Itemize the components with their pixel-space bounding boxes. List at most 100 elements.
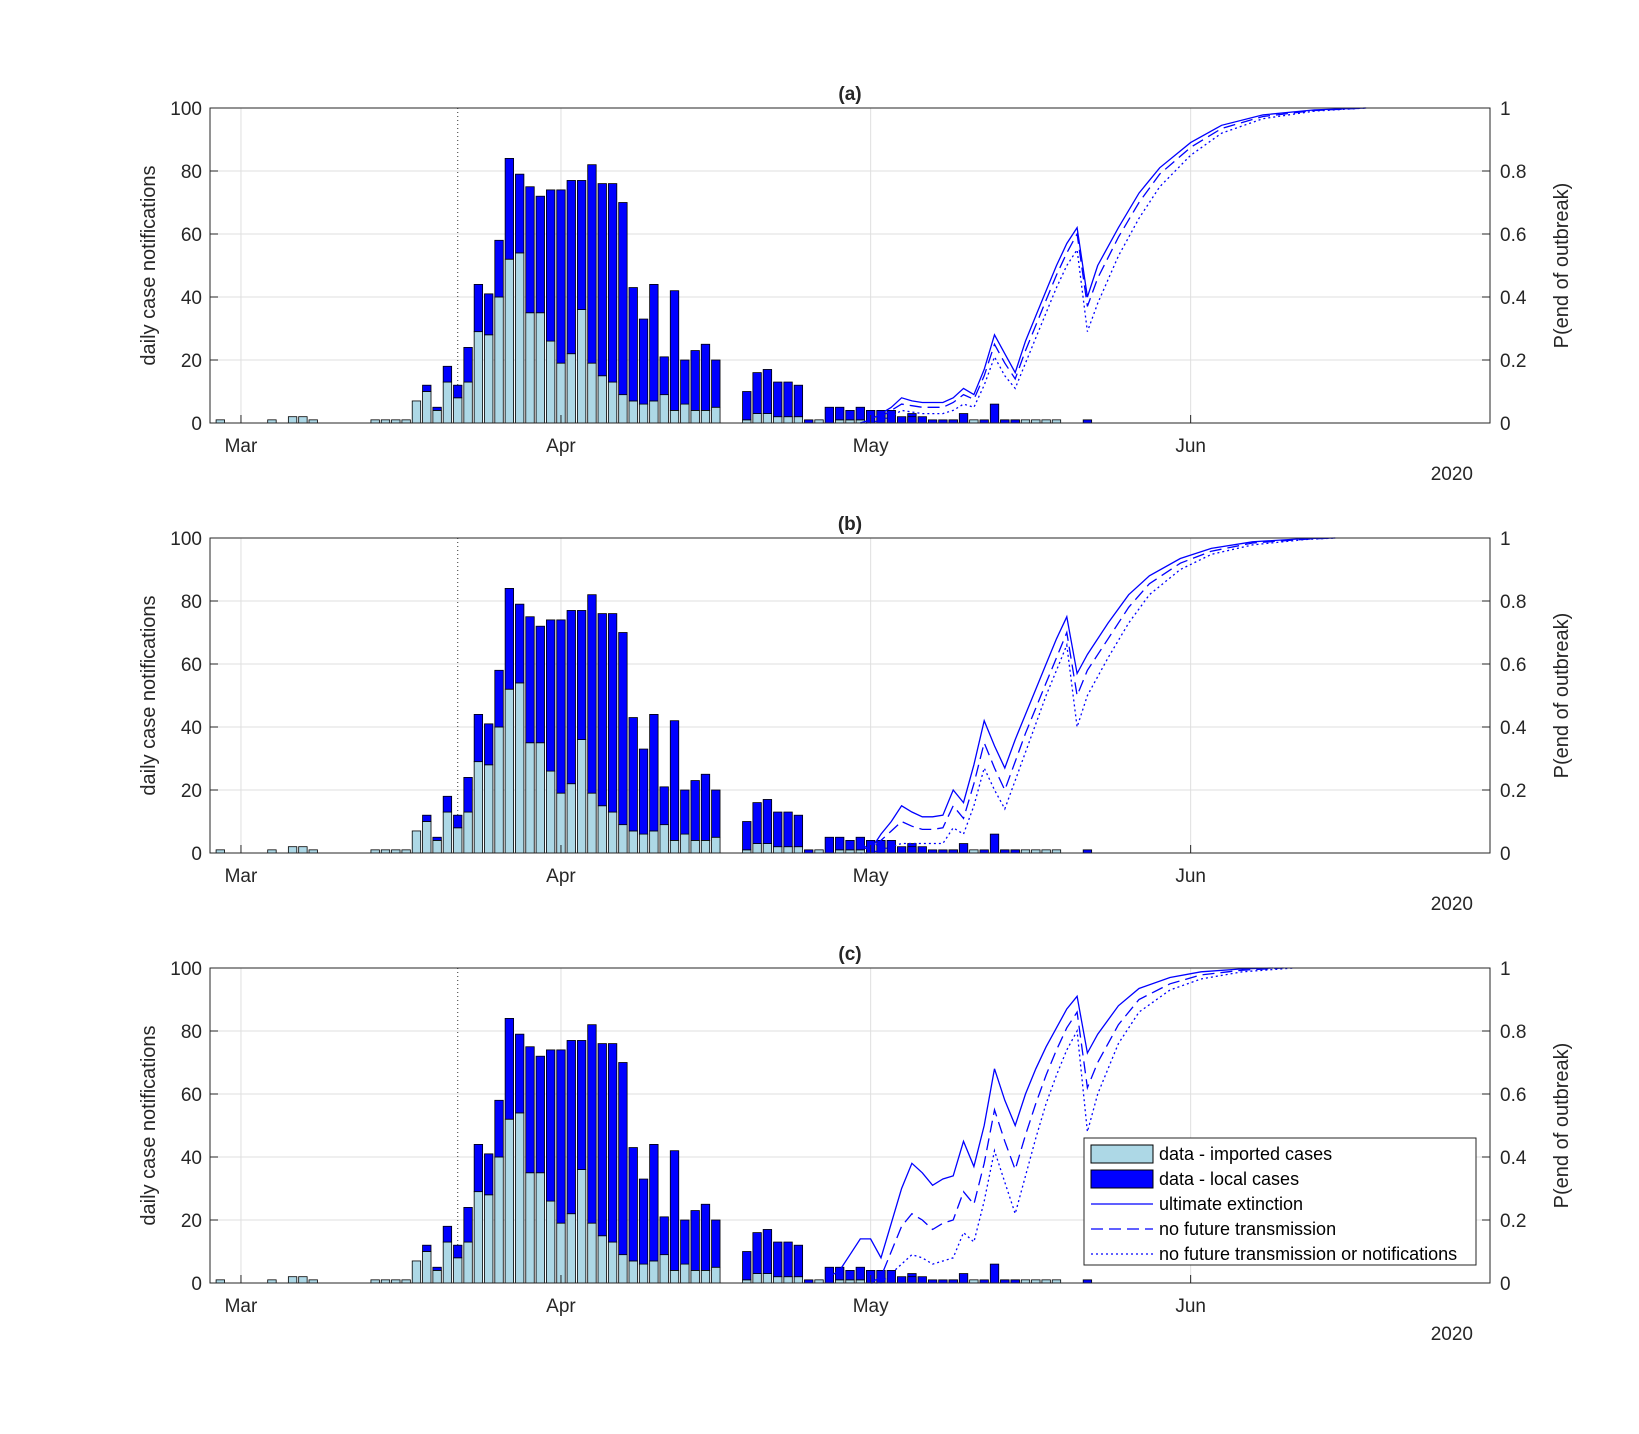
bar-imported bbox=[711, 836, 721, 854]
bar-imported bbox=[422, 391, 432, 424]
bar-imported bbox=[597, 1235, 607, 1284]
x-tick-label: Jun bbox=[1175, 436, 1206, 457]
bar-imported bbox=[494, 726, 504, 854]
bar-local bbox=[473, 1144, 484, 1193]
bar-local bbox=[783, 1241, 793, 1278]
bar-imported bbox=[700, 1270, 711, 1284]
y-left-label: daily case notifications bbox=[138, 165, 160, 365]
bar-imported bbox=[422, 821, 432, 854]
bar-local bbox=[793, 384, 804, 418]
legend-entry-label: no future transmission bbox=[1159, 1219, 1336, 1239]
bar-local bbox=[649, 283, 659, 402]
bar-imported bbox=[556, 362, 566, 424]
series-dashed bbox=[860, 537, 1336, 851]
bar-local bbox=[442, 365, 453, 383]
y-right-label: P(end of outbreak) bbox=[1551, 183, 1573, 349]
bar-local bbox=[855, 1266, 865, 1281]
y-right-tick-label: 0.4 bbox=[1500, 1148, 1527, 1169]
bar-local bbox=[752, 372, 762, 414]
bar-local bbox=[711, 789, 721, 838]
x-tick-label: Mar bbox=[225, 866, 258, 887]
bar-local bbox=[958, 1273, 969, 1284]
y-left-tick-label: 80 bbox=[181, 162, 202, 183]
bar-local bbox=[917, 846, 927, 854]
bar-local bbox=[484, 293, 494, 336]
bar-imported bbox=[607, 811, 618, 854]
panel-a: 0 20 40 60 80 100 0 0.2 0.4 0.6 0.8 1 Mar Apr May Jun 20… bbox=[138, 84, 1573, 485]
bar-local bbox=[824, 406, 834, 424]
y-right-tick-label: 1 bbox=[1500, 959, 1511, 980]
bar-local bbox=[680, 789, 690, 835]
x-tick-label: Apr bbox=[546, 436, 576, 457]
bar-imported bbox=[453, 397, 463, 424]
bar-imported bbox=[638, 403, 649, 424]
bar-local bbox=[576, 1040, 587, 1170]
panel-title: (a) bbox=[838, 84, 861, 105]
bar-imported bbox=[494, 1156, 504, 1284]
bar-imported bbox=[762, 1273, 773, 1284]
bar-local bbox=[700, 1203, 711, 1271]
y-right-tick-label: 0.4 bbox=[1500, 718, 1527, 739]
bar-local bbox=[669, 1150, 680, 1271]
year-label: 2020 bbox=[1431, 464, 1473, 485]
bar-local bbox=[618, 632, 628, 826]
bar-imported bbox=[793, 846, 804, 854]
bar-local bbox=[628, 717, 638, 832]
bar-local bbox=[463, 1207, 473, 1243]
axes-box bbox=[209, 967, 1491, 1284]
bar-local bbox=[587, 1024, 597, 1224]
bar-local bbox=[556, 619, 566, 794]
y-right-tick-label: 0 bbox=[1500, 1274, 1511, 1295]
y-right-tick-label: 0.6 bbox=[1500, 655, 1526, 676]
y-right-tick-label: 0.2 bbox=[1500, 781, 1526, 802]
y-left-tick-label: 20 bbox=[181, 351, 202, 372]
bar-local bbox=[824, 836, 834, 854]
bar-local bbox=[742, 821, 752, 851]
bar-local bbox=[535, 195, 545, 314]
bar-local bbox=[649, 1144, 659, 1262]
axes-box bbox=[209, 537, 1491, 854]
bar-local bbox=[432, 1266, 442, 1271]
bar-imported bbox=[411, 400, 422, 424]
bar-imported bbox=[659, 394, 669, 424]
bar-imported bbox=[546, 770, 556, 854]
legend-entry-label: data - local cases bbox=[1159, 1169, 1299, 1189]
bar-local bbox=[463, 777, 473, 813]
bar-imported bbox=[411, 1260, 422, 1284]
y-left-tick-label: 0 bbox=[191, 414, 202, 435]
bar-imported bbox=[576, 1169, 587, 1284]
bar-local bbox=[453, 1244, 463, 1259]
panel-title: (c) bbox=[838, 944, 861, 965]
bar-imported bbox=[773, 1276, 783, 1284]
bar-imported bbox=[298, 1276, 308, 1284]
bar-local bbox=[773, 811, 783, 848]
bar-imported bbox=[535, 312, 545, 424]
bar-imported bbox=[649, 1260, 659, 1284]
bar-local bbox=[473, 283, 484, 333]
bar-imported bbox=[711, 1266, 721, 1284]
bar-imported bbox=[690, 840, 700, 854]
y-right-tick-label: 0.8 bbox=[1500, 162, 1526, 183]
bar-local bbox=[432, 406, 442, 411]
bar-local bbox=[773, 381, 783, 418]
bar-local bbox=[855, 406, 865, 421]
x-tick-label: Jun bbox=[1175, 1296, 1206, 1317]
series-dashed bbox=[860, 107, 1367, 424]
bar-imported bbox=[628, 400, 638, 424]
bar-local bbox=[958, 843, 969, 854]
bar-imported bbox=[638, 833, 649, 854]
bar-imported bbox=[628, 1260, 638, 1284]
y-left-tick-label: 60 bbox=[181, 1085, 202, 1106]
bar-imported bbox=[587, 1222, 597, 1284]
bar-local bbox=[515, 173, 525, 254]
y-right-tick-label: 0.8 bbox=[1500, 1022, 1526, 1043]
bar-imported bbox=[442, 1241, 453, 1284]
bar-local bbox=[659, 356, 669, 396]
bar-imported bbox=[752, 413, 762, 424]
bar-local bbox=[484, 1153, 494, 1196]
bar-imported bbox=[793, 416, 804, 424]
y-left-tick-label: 20 bbox=[181, 781, 202, 802]
bar-imported bbox=[566, 783, 576, 854]
bar-imported bbox=[587, 792, 597, 854]
bar-local bbox=[515, 603, 525, 684]
